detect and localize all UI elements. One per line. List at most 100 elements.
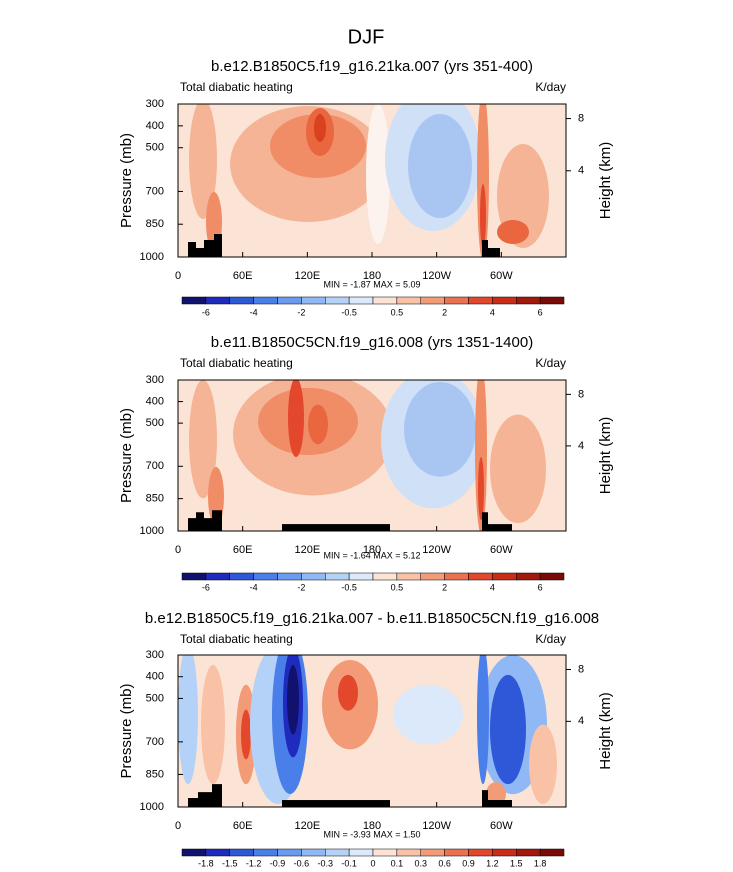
colorbar-label: 0.9 bbox=[462, 858, 475, 868]
colorbar-box bbox=[420, 572, 445, 581]
contour-field bbox=[178, 380, 566, 532]
colorbar-label: -1.8 bbox=[198, 858, 214, 868]
y-tick-label: 700 bbox=[146, 185, 164, 197]
colorbar-box bbox=[372, 848, 398, 857]
x-tick-label: 120W bbox=[422, 544, 451, 556]
left-subtitle: Total diabatic heating bbox=[180, 632, 293, 646]
x-tick-label: 60E bbox=[233, 544, 253, 556]
x-tick-label: 120W bbox=[422, 270, 451, 282]
y-axis-label: Pressure (mb) bbox=[118, 408, 135, 503]
colorbar-label: 2 bbox=[442, 307, 447, 317]
colorbar-box bbox=[229, 296, 254, 305]
colorbar-box bbox=[205, 848, 230, 857]
colorbar-box bbox=[301, 848, 326, 857]
x-tick-label: 60W bbox=[490, 820, 513, 832]
x-tick-label: 180 bbox=[363, 544, 381, 556]
colorbar-box bbox=[444, 296, 469, 305]
colorbar-label: -2 bbox=[297, 307, 305, 317]
colorbar-label: 0.1 bbox=[391, 858, 404, 868]
y2-tick-label: 4 bbox=[578, 165, 584, 177]
y-tick-label: 1000 bbox=[140, 251, 164, 263]
colorbar-label: -4 bbox=[250, 307, 258, 317]
y-tick-label: 300 bbox=[146, 649, 164, 661]
colorbar-label: 4 bbox=[490, 307, 495, 317]
colorbar-label: 0.5 bbox=[391, 582, 404, 592]
colorbar-label: 0 bbox=[370, 858, 375, 868]
colorbar-box bbox=[444, 572, 469, 581]
colorbar-label: -4 bbox=[250, 582, 258, 592]
colorbar-label: -0.3 bbox=[317, 858, 333, 868]
colorbar-label: -0.5 bbox=[341, 307, 357, 317]
colorbar-box bbox=[539, 572, 565, 581]
x-tick-label: 60W bbox=[490, 270, 513, 282]
colorbar-label: 2 bbox=[442, 582, 447, 592]
y-tick-label: 700 bbox=[146, 736, 164, 748]
colorbar-box bbox=[396, 296, 421, 305]
y2-tick-label: 4 bbox=[578, 440, 584, 452]
left-subtitle: Total diabatic heating bbox=[180, 80, 293, 94]
x-tick-label: 0 bbox=[175, 544, 181, 556]
right-subtitle: K/day bbox=[535, 80, 566, 94]
y2-axis-label: Height (km) bbox=[597, 142, 614, 220]
y-tick-label: 850 bbox=[146, 768, 164, 780]
y2-axis-label: Height (km) bbox=[597, 417, 614, 495]
colorbar-box bbox=[181, 296, 207, 305]
panel-title: b.e12.B1850C5.f19_g16.21ka.007 - b.e11.B… bbox=[145, 610, 599, 627]
x-tick-label: 60W bbox=[490, 544, 513, 556]
contour-field bbox=[178, 655, 566, 807]
colorbar-box bbox=[229, 572, 254, 581]
y-tick-label: 1000 bbox=[140, 525, 164, 537]
stats: MIN = -1.87 MAX = 5.09 bbox=[323, 279, 420, 289]
colorbar-label: 0.5 bbox=[391, 307, 404, 317]
y2-tick-label: 8 bbox=[578, 112, 584, 124]
colorbar-box bbox=[301, 296, 326, 305]
colorbar-box bbox=[205, 296, 230, 305]
colorbar-box bbox=[468, 296, 493, 305]
colorbar-label: -1.5 bbox=[222, 858, 238, 868]
x-tick-label: 60E bbox=[233, 820, 253, 832]
colorbar-label: -2 bbox=[297, 582, 305, 592]
left-subtitle: Total diabatic heating bbox=[180, 356, 293, 370]
y-tick-label: 300 bbox=[146, 374, 164, 386]
y-tick-label: 400 bbox=[146, 120, 164, 132]
x-tick-label: 0 bbox=[175, 270, 181, 282]
suptitle: DJF bbox=[348, 26, 385, 48]
colorbar-label: 6 bbox=[538, 307, 543, 317]
y-tick-label: 300 bbox=[146, 98, 164, 110]
colorbar-box bbox=[492, 572, 517, 581]
colorbar-label: -6 bbox=[202, 582, 210, 592]
stats: MIN = -3.93 MAX = 1.50 bbox=[323, 829, 420, 839]
right-subtitle: K/day bbox=[535, 356, 566, 370]
x-tick-label: 120E bbox=[294, 270, 320, 282]
colorbar-box bbox=[492, 296, 517, 305]
colorbar-box bbox=[539, 848, 565, 857]
colorbar-box bbox=[229, 848, 254, 857]
colorbar-box bbox=[539, 296, 565, 305]
colorbar-box bbox=[420, 296, 445, 305]
x-tick-label: 60E bbox=[233, 270, 253, 282]
colorbar-box bbox=[325, 572, 350, 581]
y2-tick-label: 4 bbox=[578, 715, 584, 727]
colorbar-box bbox=[253, 572, 278, 581]
colorbar-box bbox=[253, 848, 278, 857]
right-subtitle: K/day bbox=[535, 632, 566, 646]
colorbar-label: 0.6 bbox=[438, 858, 451, 868]
x-tick-label: 180 bbox=[363, 270, 381, 282]
colorbar-box bbox=[181, 572, 207, 581]
colorbar-label: -0.1 bbox=[341, 858, 357, 868]
colorbar-label: 4 bbox=[490, 582, 495, 592]
colorbar-box bbox=[325, 296, 350, 305]
y2-tick-label: 8 bbox=[578, 663, 584, 675]
colorbar-label: -0.9 bbox=[270, 858, 286, 868]
colorbar-box bbox=[516, 296, 541, 305]
colorbar-box bbox=[277, 848, 302, 857]
colorbar-label: -0.5 bbox=[341, 582, 357, 592]
colorbar-box bbox=[516, 572, 541, 581]
y-axis-label: Pressure (mb) bbox=[118, 683, 135, 778]
x-tick-label: 180 bbox=[363, 820, 381, 832]
colorbar-box bbox=[444, 848, 469, 857]
panel-title: b.e11.B1850C5CN.f19_g16.008 (yrs 1351-14… bbox=[211, 334, 533, 351]
y-axis-label: Pressure (mb) bbox=[118, 133, 135, 228]
